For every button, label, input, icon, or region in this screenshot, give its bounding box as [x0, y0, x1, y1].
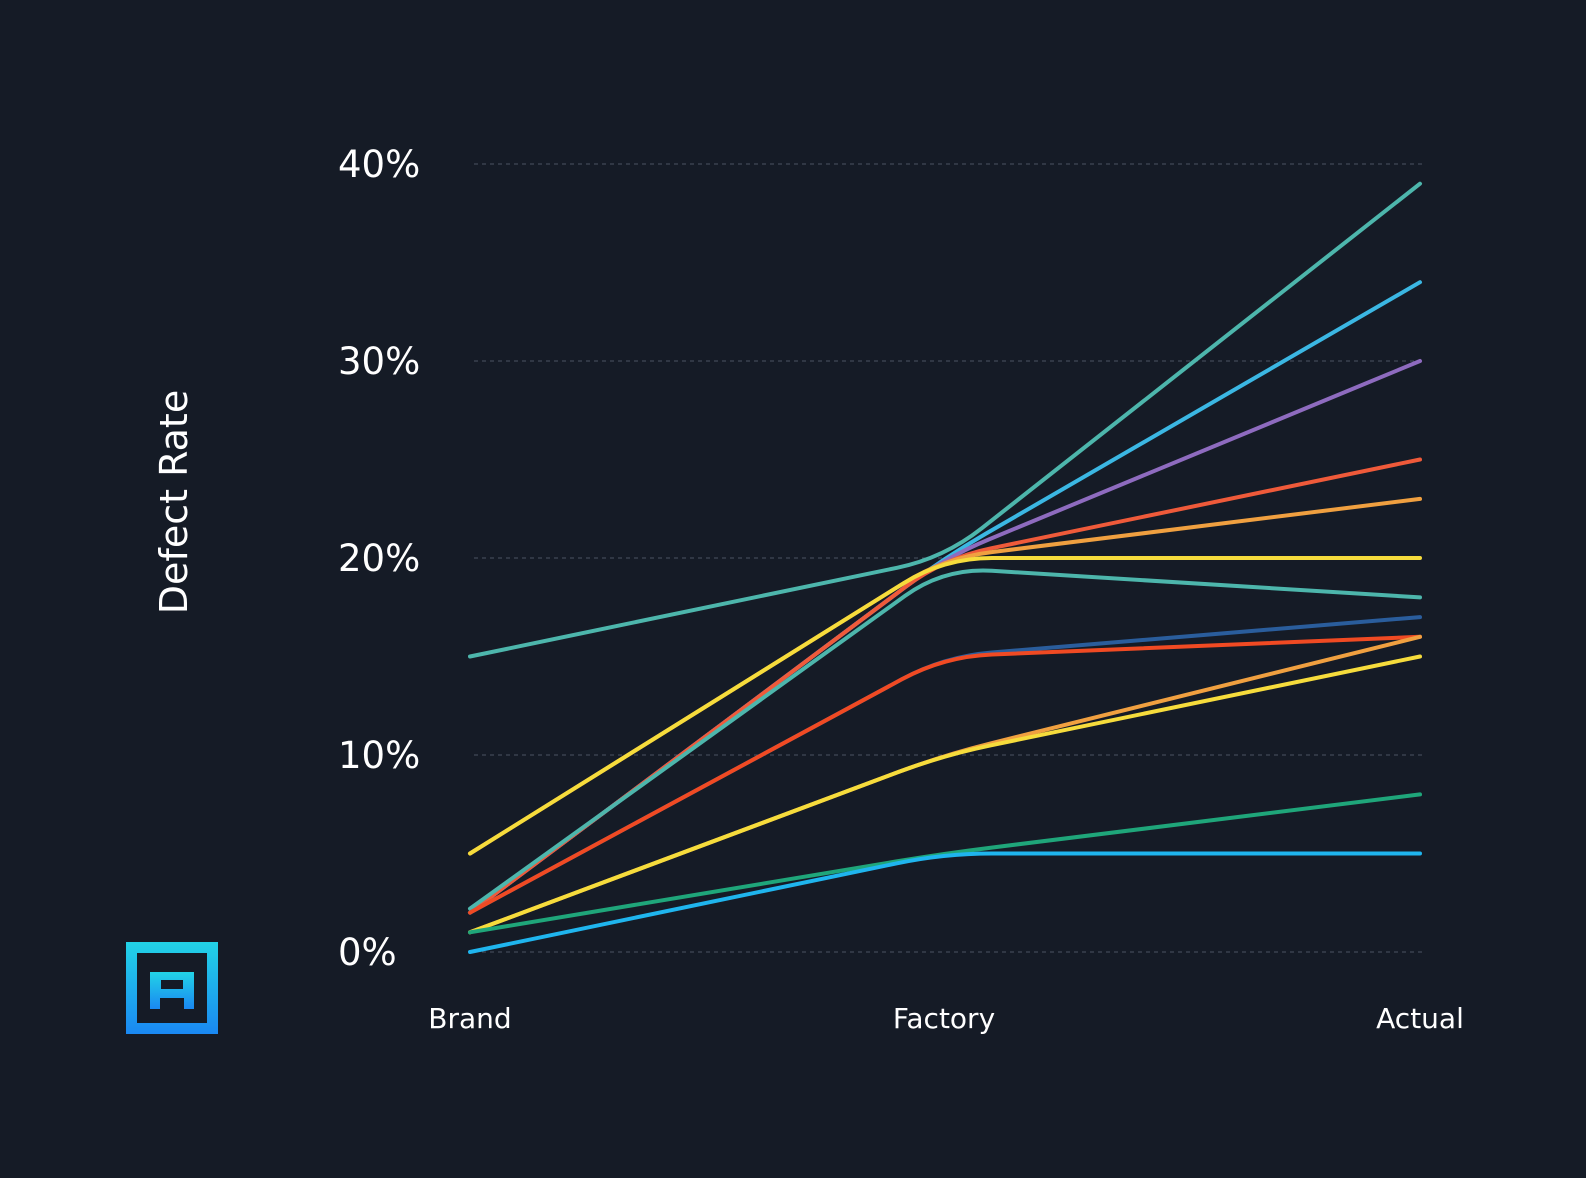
y-axis-title: Defect Rate — [152, 390, 196, 614]
x-category-label-actual: Actual — [1376, 1002, 1464, 1035]
series-line-3 — [468, 359, 1422, 915]
y-tick-label: 40% — [338, 143, 420, 186]
x-category-labels: Brand Factory Actual — [428, 1002, 1464, 1035]
y-tick-label: 30% — [338, 340, 420, 383]
y-tick-labels: 0% 10% 20% 30% 40% — [338, 143, 420, 974]
y-tick-label: 10% — [338, 734, 420, 777]
x-category-label-factory: Factory — [893, 1002, 995, 1035]
logo-icon — [126, 942, 218, 1034]
series-line-1 — [468, 181, 1422, 659]
series-line-12 — [468, 792, 1422, 935]
y-tick-label: 20% — [338, 537, 420, 580]
series-line-6 — [468, 556, 1422, 856]
series-line-13 — [468, 851, 1422, 954]
series-line-11 — [468, 654, 1422, 935]
series-line-7 — [468, 568, 1422, 911]
series-lines — [468, 181, 1422, 954]
x-category-label-brand: Brand — [428, 1002, 511, 1035]
series-line-2 — [468, 280, 1422, 915]
series-line-10 — [468, 634, 1422, 935]
series-line-9 — [468, 634, 1422, 915]
y-tick-label: 0% — [338, 931, 397, 974]
